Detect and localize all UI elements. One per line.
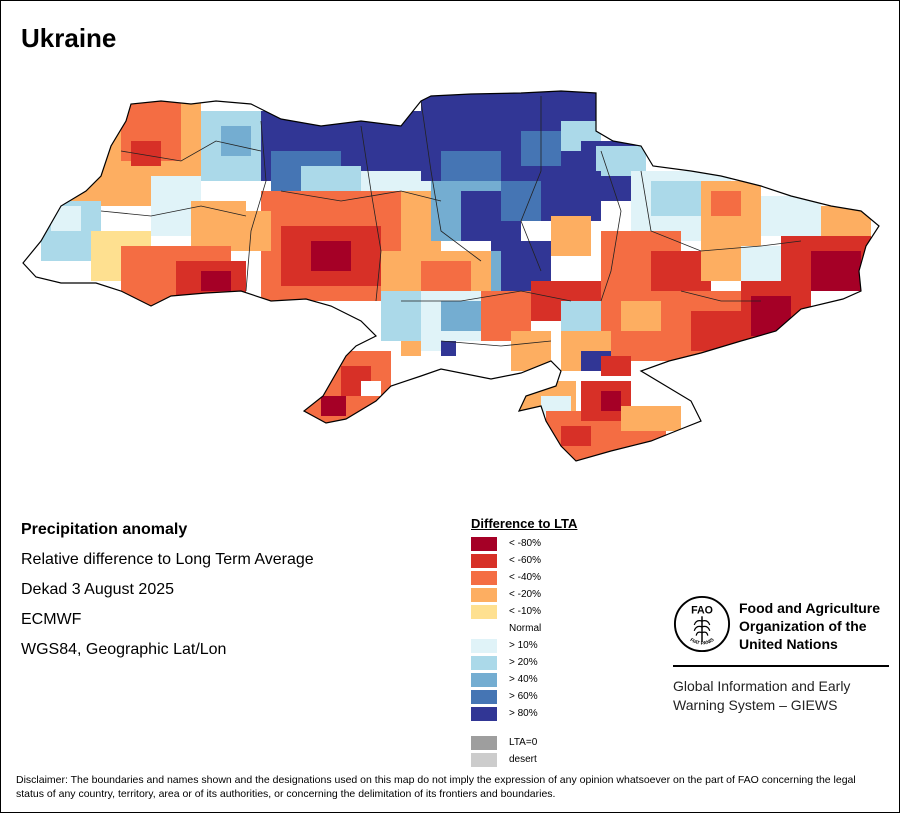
legend-label: < -60%: [509, 555, 541, 566]
info-projection: WGS84, Geographic Lat/Lon: [21, 641, 227, 658]
legend-swatch: [471, 753, 497, 767]
legend-item: < -20%: [471, 586, 577, 603]
legend-swatch: [471, 537, 497, 551]
info-period: Dekad 3 August 2025: [21, 581, 175, 598]
legend-spacer: [471, 722, 577, 734]
legend-label: < -20%: [509, 589, 541, 600]
legend-label: > 40%: [509, 674, 538, 685]
legend-swatch: [471, 605, 497, 619]
map-title: Ukraine: [21, 23, 117, 53]
legend-label: > 20%: [509, 657, 538, 668]
legend-swatch: [471, 690, 497, 704]
legend-item: > 40%: [471, 671, 577, 688]
emblem-text: FAO: [691, 604, 713, 616]
legend-item: < -80%: [471, 535, 577, 552]
legend-item: > 20%: [471, 654, 577, 671]
legend-item: > 10%: [471, 637, 577, 654]
legend-swatch: [471, 707, 497, 721]
legend-item: < -60%: [471, 552, 577, 569]
legend-swatch: [471, 736, 497, 750]
legend-label: Normal: [509, 623, 542, 634]
disclaimer: Disclaimer: The boundaries and names sho…: [16, 774, 856, 800]
fao-name: Food and Agriculture Organization of the…: [739, 599, 880, 653]
legend-swatch: [471, 673, 497, 687]
legend-label: desert: [509, 754, 537, 765]
legend-label: < -80%: [509, 538, 541, 549]
legend-item: desert: [471, 751, 577, 768]
anomaly-grid: [23, 91, 879, 461]
fao-emblem-icon: FAO FIAT PANIS: [673, 595, 731, 653]
info-subtitle: Relative difference to Long Term Average: [21, 551, 314, 568]
legend-label: < -10%: [509, 606, 541, 617]
legend-swatch: [471, 554, 497, 568]
legend-swatch: [471, 588, 497, 602]
fao-divider: [673, 665, 889, 667]
legend-swatch: [471, 639, 497, 653]
legend-item: < -10%: [471, 603, 577, 620]
giews-label: Global Information and Early Warning Sys…: [673, 677, 850, 715]
anomaly-map: [22, 90, 880, 462]
legend-item: Normal: [471, 620, 577, 637]
legend-swatch: [471, 571, 497, 585]
fao-name-line: Food and Agriculture: [739, 600, 881, 616]
emblem-motto: FIAT PANIS: [689, 637, 716, 647]
legend: Difference to LTA < -80% < -60% < -40% <…: [471, 516, 577, 768]
giews-line: Warning System – GIEWS: [673, 697, 838, 713]
fao-name-line: Organization of the: [739, 618, 867, 634]
legend-label: LTA=0: [509, 737, 538, 748]
svg-text:FIAT PANIS: FIAT PANIS: [689, 637, 716, 647]
fao-name-line: United Nations: [739, 636, 838, 652]
legend-label: > 80%: [509, 708, 538, 719]
legend-title: Difference to LTA: [471, 516, 578, 531]
legend-swatch: [471, 622, 497, 636]
info-heading: Precipitation anomaly: [21, 521, 188, 538]
admin-boundaries: [100, 96, 802, 347]
legend-label: > 60%: [509, 691, 538, 702]
legend-label: < -40%: [509, 572, 541, 583]
legend-item: > 60%: [471, 688, 577, 705]
info-source: ECMWF: [21, 611, 82, 628]
legend-swatch: [471, 656, 497, 670]
legend-item: < -40%: [471, 569, 577, 586]
legend-item: > 80%: [471, 705, 577, 722]
legend-label: > 10%: [509, 640, 538, 651]
giews-line: Global Information and Early: [673, 678, 851, 694]
map-info: Precipitation anomaly Relative differenc…: [21, 521, 314, 671]
legend-item: LTA=0: [471, 734, 577, 751]
